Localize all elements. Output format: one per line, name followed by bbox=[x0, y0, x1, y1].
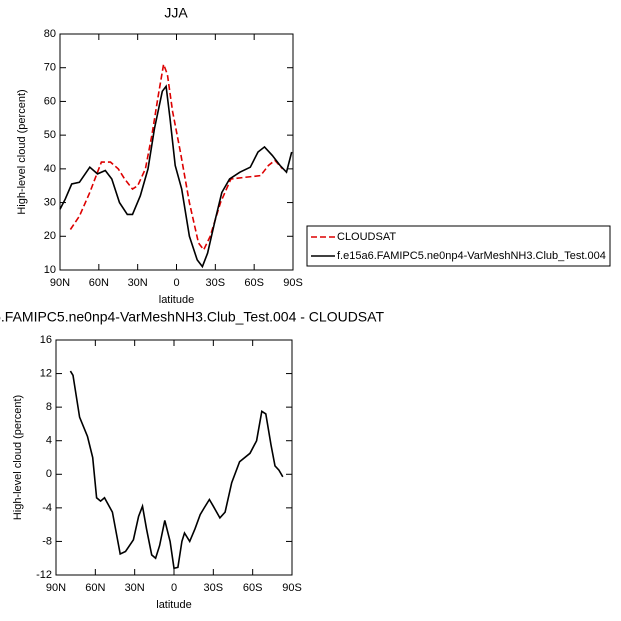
y-tick-label: -8 bbox=[42, 535, 52, 547]
series-line bbox=[69, 61, 284, 252]
legend-box bbox=[306, 225, 611, 267]
x-tick-label: 30N bbox=[128, 277, 148, 289]
chart-title: JJA bbox=[164, 5, 188, 21]
y-tick-label: 80 bbox=[44, 28, 56, 40]
x-tick-label: 90N bbox=[50, 277, 70, 289]
plot-frame bbox=[59, 33, 294, 271]
x-tick-label: 60S bbox=[244, 277, 264, 289]
y-tick-label: -12 bbox=[36, 569, 52, 581]
x-tick-label: 90S bbox=[283, 277, 303, 289]
y-tick-label: 50 bbox=[44, 129, 56, 141]
x-tick-label: 30S bbox=[204, 582, 224, 594]
x-axis-label: latitude bbox=[159, 294, 194, 306]
y-tick-label: 10 bbox=[44, 264, 56, 276]
x-tick-label: 0 bbox=[171, 582, 177, 594]
y-tick-label: 30 bbox=[44, 196, 56, 208]
y-tick-label: 8 bbox=[46, 401, 52, 413]
x-tick-label: 90S bbox=[282, 582, 302, 594]
chart-title: 6.FAMIPC5.ne0np4-VarMeshNH3.Club_Test.00… bbox=[0, 309, 384, 325]
x-tick-label: 60S bbox=[243, 582, 263, 594]
legend-label: f.e15a6.FAMIPC5.ne0np4-VarMeshNH3.Club_T… bbox=[337, 250, 606, 262]
y-tick-label: 60 bbox=[44, 95, 56, 107]
x-tick-label: 30N bbox=[125, 582, 145, 594]
y-axis-label: High-level cloud (percent) bbox=[12, 395, 24, 520]
x-axis-label: latitude bbox=[156, 599, 191, 611]
y-tick-label: -4 bbox=[42, 502, 52, 514]
y-axis-label: High-level cloud (percent) bbox=[16, 89, 28, 214]
series-line bbox=[59, 84, 293, 269]
x-tick-label: 0 bbox=[173, 277, 179, 289]
legend-label: CLOUDSAT bbox=[337, 231, 396, 243]
x-tick-label: 60N bbox=[85, 582, 105, 594]
y-tick-label: 20 bbox=[44, 230, 56, 242]
x-tick-label: 30S bbox=[206, 277, 226, 289]
series-line bbox=[69, 370, 284, 570]
x-tick-label: 90N bbox=[46, 582, 66, 594]
y-tick-label: 12 bbox=[40, 367, 52, 379]
y-tick-label: 40 bbox=[44, 163, 56, 175]
x-tick-label: 60N bbox=[89, 277, 109, 289]
plot-frame bbox=[55, 339, 293, 576]
y-tick-label: 0 bbox=[46, 468, 52, 480]
y-tick-label: 70 bbox=[44, 62, 56, 74]
y-tick-label: 4 bbox=[46, 435, 52, 447]
y-tick-label: 16 bbox=[40, 334, 52, 346]
